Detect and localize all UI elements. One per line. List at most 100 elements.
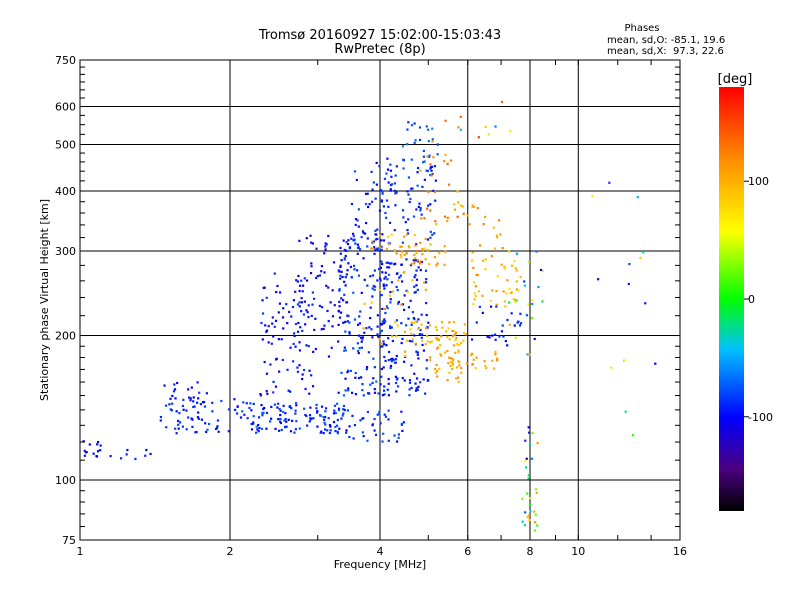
- data-point: [182, 408, 185, 411]
- data-point: [282, 410, 285, 414]
- data-point: [344, 284, 347, 287]
- data-point: [270, 342, 273, 345]
- data-point: [484, 268, 487, 271]
- data-point: [456, 342, 459, 346]
- data-point: [398, 276, 401, 279]
- data-point: [177, 419, 180, 423]
- data-point: [455, 336, 458, 340]
- data-point: [365, 368, 368, 371]
- data-point: [429, 203, 432, 206]
- data-point: [422, 378, 425, 381]
- data-point: [301, 377, 304, 381]
- data-point: [394, 174, 397, 177]
- data-point: [296, 370, 300, 373]
- data-point: [527, 426, 530, 429]
- data-point: [373, 269, 376, 272]
- data-point: [395, 390, 398, 393]
- data-point: [418, 202, 421, 205]
- data-point: [410, 124, 414, 127]
- data-point: [217, 430, 220, 433]
- data-point: [361, 230, 365, 233]
- data-point: [533, 337, 536, 341]
- data-point: [373, 288, 376, 291]
- data-point: [624, 410, 627, 413]
- data-point: [320, 306, 324, 309]
- data-point: [525, 314, 529, 317]
- data-point: [339, 265, 342, 269]
- data-point: [458, 364, 461, 367]
- data-point: [296, 330, 300, 333]
- data-point: [338, 305, 341, 308]
- data-point: [323, 324, 326, 327]
- data-point: [337, 391, 340, 394]
- data-point: [385, 172, 388, 175]
- data-point: [376, 279, 379, 282]
- data-point: [410, 323, 413, 327]
- data-point: [413, 234, 416, 237]
- data-point: [345, 431, 348, 434]
- data-point: [475, 273, 478, 277]
- data-point: [436, 262, 439, 265]
- data-point: [337, 309, 340, 312]
- data-point: [282, 327, 285, 330]
- data-point: [269, 363, 272, 366]
- data-point: [386, 307, 389, 310]
- data-point: [314, 317, 317, 320]
- data-point: [258, 426, 261, 430]
- data-point: [403, 308, 406, 311]
- data-point: [383, 393, 386, 396]
- data-point: [377, 335, 380, 338]
- data-point: [414, 139, 417, 142]
- data-point: [413, 317, 416, 321]
- data-point: [357, 334, 361, 337]
- data-point: [387, 377, 390, 381]
- data-point: [298, 364, 301, 367]
- data-point: [348, 332, 351, 335]
- data-point: [399, 274, 402, 277]
- data-point: [529, 497, 532, 500]
- data-point: [517, 289, 520, 292]
- data-point: [425, 367, 428, 370]
- data-point: [294, 401, 298, 405]
- data-point: [510, 312, 513, 315]
- data-point: [383, 385, 386, 388]
- data-point: [447, 183, 451, 186]
- data-point: [191, 425, 194, 429]
- data-point: [309, 272, 313, 275]
- data-point: [259, 393, 262, 396]
- data-point: [424, 237, 427, 240]
- data-point: [287, 389, 290, 392]
- data-point: [372, 357, 375, 360]
- data-point: [395, 319, 398, 322]
- data-point: [356, 349, 360, 353]
- data-point: [248, 406, 251, 410]
- data-point: [360, 291, 363, 294]
- data-point: [400, 263, 403, 266]
- data-point: [439, 352, 442, 356]
- data-point: [528, 503, 531, 506]
- data-point: [429, 230, 432, 233]
- data-point: [393, 249, 396, 252]
- data-point: [433, 232, 436, 235]
- data-point: [393, 361, 396, 364]
- data-point: [360, 376, 363, 379]
- data-point: [277, 429, 281, 432]
- data-point: [400, 322, 403, 325]
- data-point: [288, 405, 291, 408]
- data-point: [402, 216, 405, 219]
- data-point: [365, 327, 368, 330]
- data-point: [378, 165, 381, 168]
- data-point: [307, 315, 310, 319]
- data-point: [288, 310, 291, 314]
- data-point: [430, 174, 433, 177]
- data-point: [470, 259, 474, 262]
- data-point: [631, 434, 635, 437]
- colorbar-gradient: [719, 87, 744, 511]
- data-point: [211, 401, 214, 404]
- data-point: [322, 327, 325, 331]
- data-point: [378, 412, 381, 415]
- data-point: [482, 259, 485, 262]
- data-point: [385, 305, 389, 308]
- data-point: [360, 346, 363, 349]
- data-point: [371, 424, 374, 427]
